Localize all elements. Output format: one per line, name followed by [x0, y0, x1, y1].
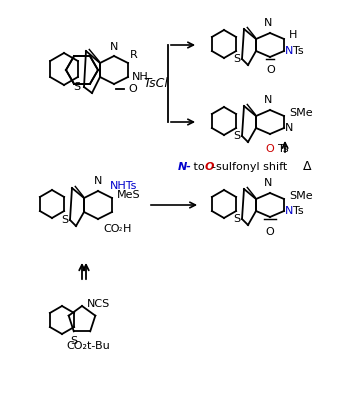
Text: SMe: SMe: [289, 108, 313, 118]
Text: SMe: SMe: [289, 191, 313, 201]
Text: S: S: [233, 131, 240, 141]
Text: Ts: Ts: [293, 206, 304, 216]
Text: O: O: [128, 84, 137, 94]
Text: O: O: [265, 227, 274, 237]
Text: N: N: [285, 46, 293, 56]
Text: O: O: [265, 144, 274, 154]
Text: O: O: [267, 65, 275, 75]
Text: Δ: Δ: [295, 160, 311, 174]
Text: N: N: [110, 42, 118, 52]
Text: CO: CO: [103, 224, 120, 234]
Text: NH: NH: [132, 72, 149, 82]
Text: N-: N-: [178, 162, 192, 172]
Text: N: N: [264, 18, 272, 28]
Text: CO₂t-Bu: CO₂t-Bu: [66, 341, 110, 351]
Text: S: S: [61, 215, 68, 225]
Text: Ts: Ts: [293, 46, 304, 56]
Text: TsCl: TsCl: [144, 77, 168, 90]
Text: S: S: [70, 336, 77, 346]
Text: N: N: [264, 178, 272, 188]
Text: S: S: [73, 82, 80, 92]
Text: H: H: [289, 30, 297, 40]
Text: NCS: NCS: [87, 299, 110, 309]
Text: S: S: [233, 214, 240, 224]
Text: S: S: [233, 54, 240, 64]
Text: ₂: ₂: [119, 224, 122, 233]
Text: N: N: [264, 95, 272, 105]
Text: N: N: [94, 176, 102, 186]
Text: H: H: [123, 224, 131, 234]
Text: -sulfonyl shift: -sulfonyl shift: [212, 162, 287, 172]
Text: N: N: [285, 206, 293, 216]
Text: NHTs: NHTs: [110, 181, 137, 191]
Text: N: N: [285, 123, 293, 133]
Text: R: R: [130, 50, 138, 60]
Text: Ts: Ts: [278, 144, 289, 154]
Text: to: to: [190, 162, 208, 172]
Text: O: O: [205, 162, 215, 172]
Text: MeS: MeS: [117, 190, 140, 200]
